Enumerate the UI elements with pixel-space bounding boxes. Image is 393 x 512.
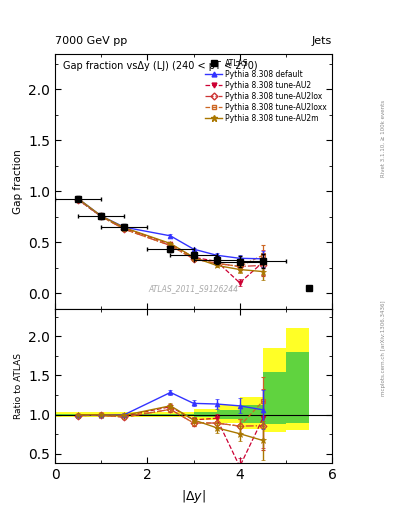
Y-axis label: Ratio to ATLAS: Ratio to ATLAS <box>14 353 23 419</box>
Text: 7000 GeV pp: 7000 GeV pp <box>55 36 127 46</box>
Y-axis label: Gap fraction: Gap fraction <box>13 149 23 214</box>
Text: Gap fraction vsΔy (LJ) (240 < pT < 270): Gap fraction vsΔy (LJ) (240 < pT < 270) <box>63 61 258 71</box>
Text: mcplots.cern.ch [arXiv:1306.3436]: mcplots.cern.ch [arXiv:1306.3436] <box>381 301 386 396</box>
Text: ATLAS_2011_S9126244: ATLAS_2011_S9126244 <box>149 285 239 293</box>
Legend: ATLAS, Pythia 8.308 default, Pythia 8.308 tune-AU2, Pythia 8.308 tune-AU2lox, Py: ATLAS, Pythia 8.308 default, Pythia 8.30… <box>204 57 328 124</box>
Text: Rivet 3.1.10, ≥ 100k events: Rivet 3.1.10, ≥ 100k events <box>381 100 386 177</box>
Text: Jets: Jets <box>312 36 332 46</box>
X-axis label: $|\Delta y|$: $|\Delta y|$ <box>181 488 206 505</box>
